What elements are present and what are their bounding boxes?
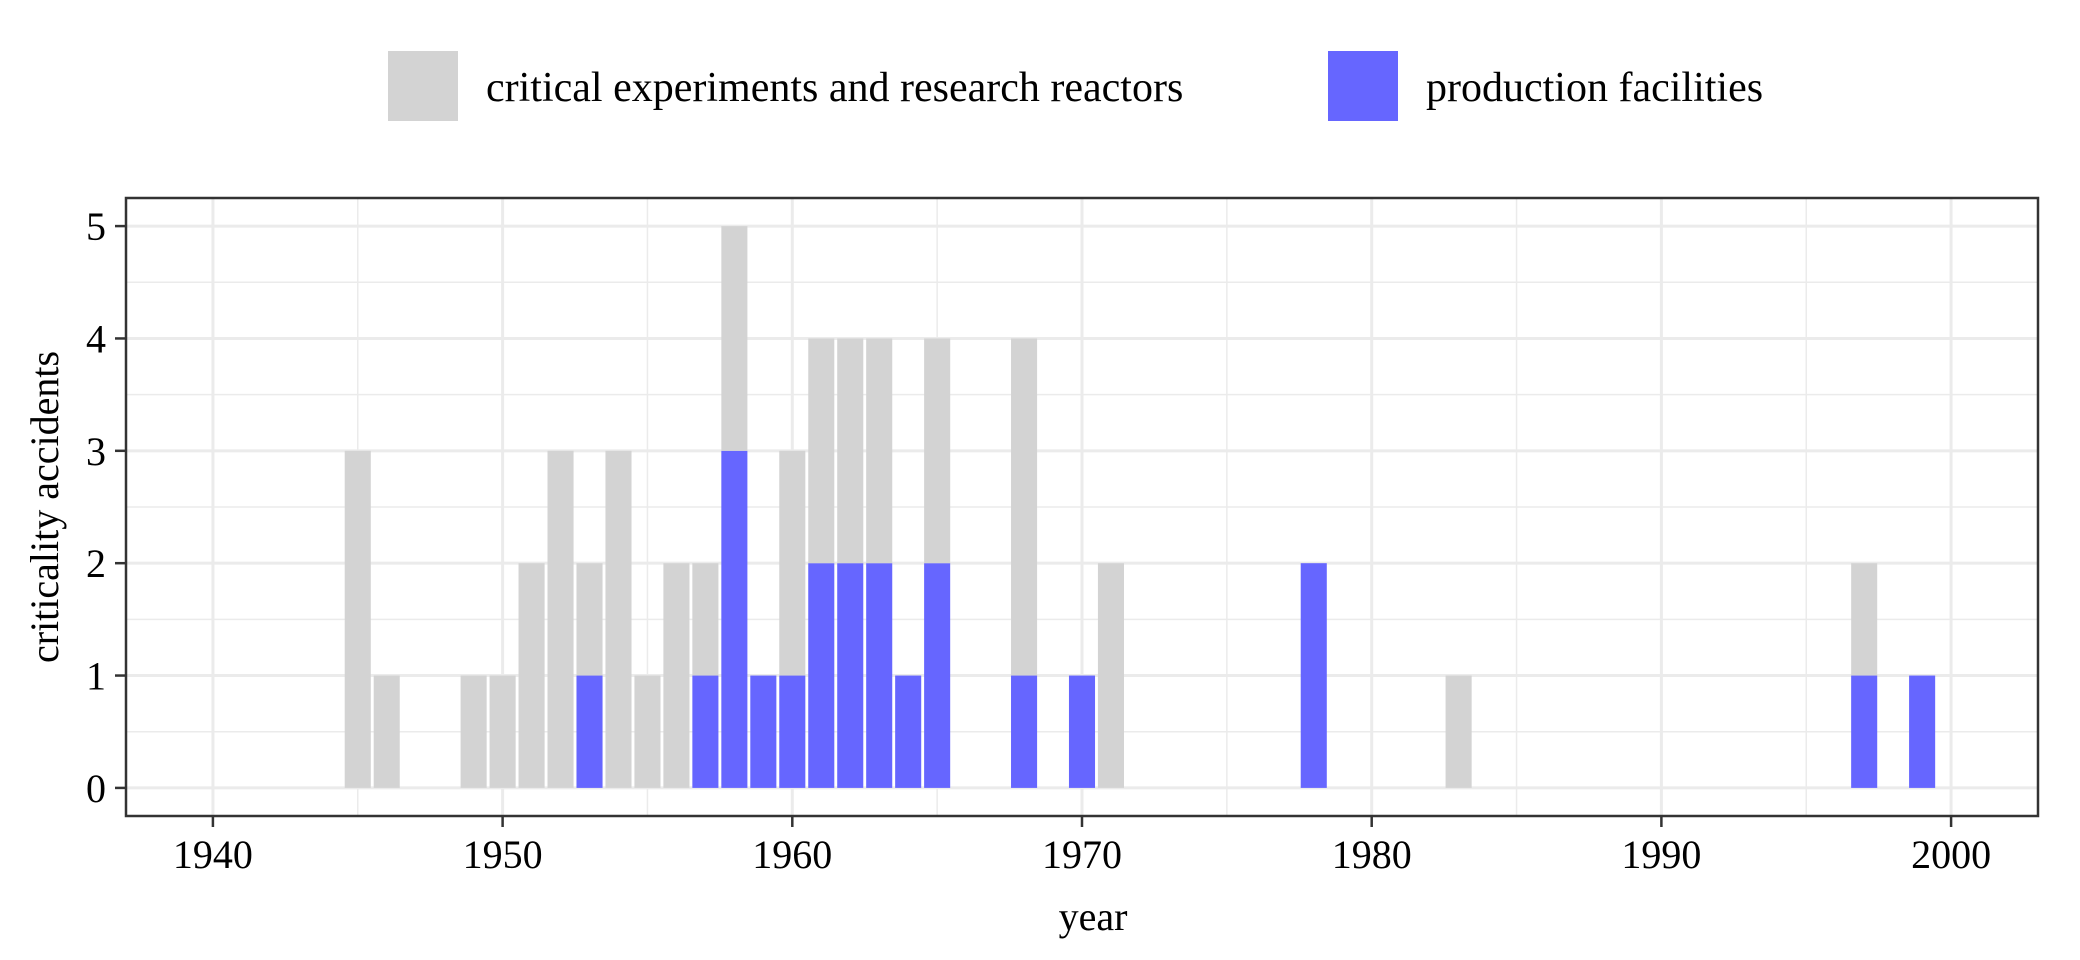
x-tick-label: 1960 — [752, 832, 832, 877]
bar-1959-production — [750, 675, 777, 788]
bar-1965-production — [924, 563, 951, 788]
bar-1963-production — [866, 563, 893, 788]
bar-1962-research — [837, 338, 864, 564]
bar-1963-research — [866, 338, 893, 564]
x-tick-label: 1990 — [1621, 832, 1701, 877]
legend-label: production facilities — [1426, 65, 1763, 111]
grid — [126, 198, 2038, 816]
x-tick-label: 1940 — [173, 832, 253, 877]
legend: critical experiments and research reacto… — [388, 51, 1763, 121]
bar-1953-production — [576, 675, 603, 788]
bar-1960-production — [779, 675, 806, 788]
bar-1957-production — [692, 675, 719, 788]
bar-1997-research — [1851, 563, 1878, 676]
bar-1960-research — [779, 450, 806, 676]
bar-1958-production — [721, 450, 748, 788]
x-tick-label: 1970 — [1042, 832, 1122, 877]
y-axis-title: criticality accidents — [22, 351, 67, 663]
x-tick-label: 1950 — [463, 832, 543, 877]
bar-1949-research — [460, 675, 487, 788]
y-tick-label: 2 — [86, 541, 106, 586]
legend-key — [1328, 51, 1398, 121]
bar-1955-research — [634, 675, 661, 788]
axes: 1940 1950 1960 1970 1980 1990 2000 0 1 2 3 4 5 — [86, 204, 1991, 877]
bar-1978-production — [1300, 563, 1327, 788]
y-tick-label: 3 — [86, 429, 106, 474]
bar-1958-research — [721, 226, 748, 451]
legend-key — [388, 51, 458, 121]
bar-1968-research — [1011, 338, 1038, 676]
y-tick-label: 4 — [86, 316, 106, 361]
x-tick-label: 1980 — [1332, 832, 1412, 877]
bar-1961-research — [808, 338, 835, 564]
bar-1965-research — [924, 338, 951, 564]
bar-1956-research — [663, 563, 690, 788]
bar-1946-research — [373, 675, 400, 788]
bar-1950-research — [489, 675, 516, 788]
bar-1945-research — [344, 450, 371, 788]
bar-1953-research — [576, 563, 603, 676]
bar-1983-research — [1445, 675, 1472, 788]
y-tick-label: 1 — [86, 654, 106, 699]
bar-1951-research — [518, 563, 545, 788]
bar-1968-production — [1011, 675, 1038, 788]
bar-1952-research — [547, 450, 574, 788]
y-tick-label: 0 — [86, 766, 106, 811]
y-tick-label: 5 — [86, 204, 106, 249]
bar-1964-production — [895, 675, 922, 788]
x-tick-label: 2000 — [1911, 832, 1991, 877]
bar-1997-production — [1851, 675, 1878, 788]
bar-1999-production — [1909, 675, 1936, 788]
bars — [344, 226, 1936, 788]
bar-1971-research — [1097, 563, 1125, 788]
bar-1970-production — [1068, 675, 1096, 788]
x-axis-title: year — [1059, 894, 1128, 939]
bar-1957-research — [692, 563, 719, 676]
bar-1961-production — [808, 563, 835, 788]
bar-1954-research — [605, 450, 632, 788]
bar-1962-production — [837, 563, 864, 788]
legend-label: critical experiments and research reacto… — [486, 65, 1183, 111]
